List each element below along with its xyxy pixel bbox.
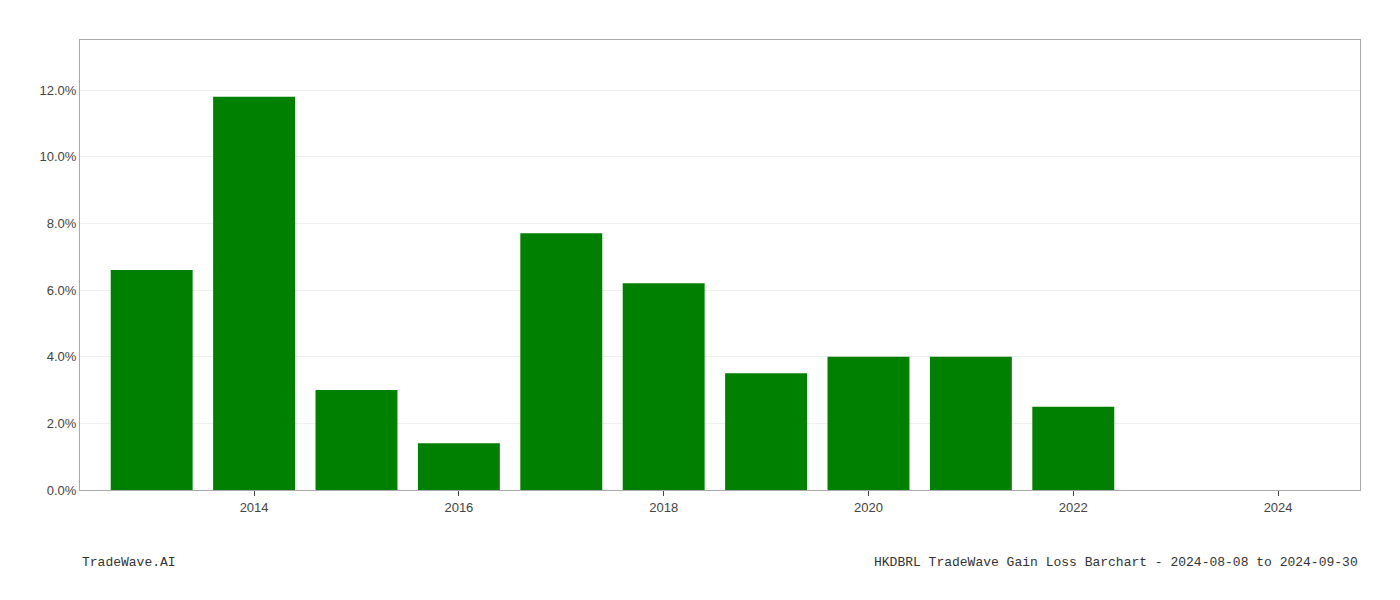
svg-text:0.0%: 0.0%: [47, 483, 77, 498]
svg-text:2022: 2022: [1059, 500, 1088, 515]
svg-text:12.0%: 12.0%: [40, 83, 77, 98]
svg-text:HKDBRL TradeWave Gain Loss Bar: HKDBRL TradeWave Gain Loss Barchart - 20…: [874, 555, 1358, 570]
svg-text:2016: 2016: [444, 500, 473, 515]
svg-text:2024: 2024: [1264, 500, 1293, 515]
svg-text:TradeWave.AI: TradeWave.AI: [82, 555, 176, 570]
svg-text:10.0%: 10.0%: [40, 149, 77, 164]
svg-text:2018: 2018: [649, 500, 678, 515]
svg-text:2.0%: 2.0%: [47, 416, 77, 431]
svg-text:4.0%: 4.0%: [47, 349, 77, 364]
svg-text:6.0%: 6.0%: [47, 283, 77, 298]
svg-text:8.0%: 8.0%: [47, 216, 77, 231]
svg-text:2020: 2020: [854, 500, 883, 515]
svg-text:2014: 2014: [240, 500, 269, 515]
